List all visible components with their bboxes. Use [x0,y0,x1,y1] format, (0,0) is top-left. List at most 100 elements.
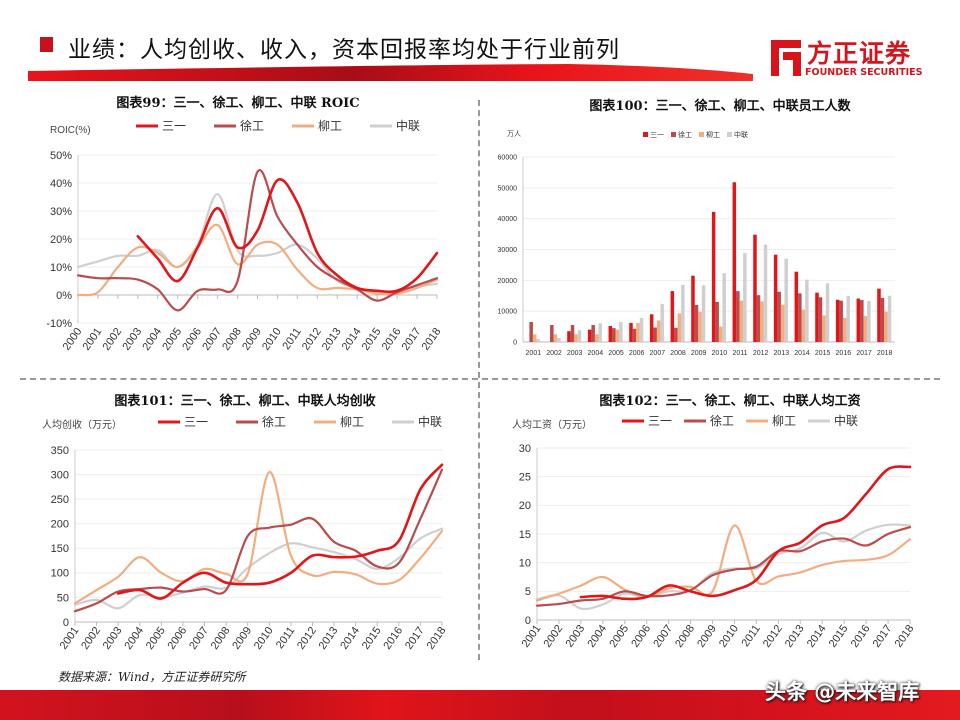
y-tick-label: 0 [525,615,531,627]
y-tick-label: 200 [51,519,69,531]
bar-中联-2001 [536,338,540,342]
legend-swatch [643,132,648,137]
x-tick-label: 2016 [381,625,405,652]
bar-柳工-2015 [822,315,826,342]
bar-徐工-2012 [756,295,761,342]
logo-cn-text: 方正证券 [807,39,912,68]
series-line-中联 [535,523,912,611]
y-tick-label: 10000 [498,309,518,316]
x-tick-label: 2002 [542,623,566,650]
bar-中联-2017 [867,300,871,342]
bar-柳工-2007 [656,320,661,342]
y-tick-label: 0 [513,339,517,346]
x-tick-label: 2012 [753,350,769,357]
x-tick-label: 2003 [101,625,125,652]
x-tick-label: 2017 [400,326,424,353]
bar-柳工-2002 [553,334,558,342]
bar-中联-2014 [805,279,809,342]
x-tick-label: 2012 [295,625,319,652]
vertical-divider [478,100,480,660]
x-tick-label: 2004 [122,625,146,652]
bar-徐工-2007 [653,327,657,342]
legend-label: 三一 [648,414,672,428]
bar-三一-2005 [608,325,613,342]
bar-柳工-2012 [760,301,764,342]
bar-徐工-2014 [798,293,802,342]
bar-三一-2009 [691,275,695,342]
bar-三一-2013 [773,254,778,342]
x-tick-label: 2001 [58,625,82,652]
series-line-徐工 [76,169,439,312]
legend-label: 柳工 [706,130,720,139]
x-tick-label: 2009 [240,326,264,353]
x-tick-label: 2017 [856,350,872,357]
x-tick-label: 2001 [81,326,105,353]
bar-徐工-2004 [591,325,595,342]
bar-三一-2010 [711,211,716,342]
x-tick-label: 2010 [260,326,284,353]
bar-三一-2018 [877,288,881,342]
y-tick-label: 300 [51,469,69,481]
legend-swatch [699,132,704,137]
x-tick-label: 2011 [732,350,747,357]
bar-徐工-2009 [694,305,699,342]
y-tick-label: 20 [519,500,531,512]
bar-徐工-2002 [550,325,554,342]
bar-柳工-2009 [698,311,702,342]
chart-2: 0501001502002503003502001200220032004200… [42,414,448,652]
x-tick-label: 2008 [220,326,244,353]
bar-徐工-2006 [632,328,637,342]
chart100-title: 图表100：三一、徐工、柳工、中联员工人数 [589,99,851,114]
bar-徐工-2008 [674,327,678,342]
x-tick-label: 2007 [651,623,675,650]
bar-柳工-2005 [615,329,620,342]
bar-中联-2018 [887,295,892,342]
bar-三一-2012 [753,234,757,342]
y-tick-label: 20% [50,234,72,246]
x-tick-label: 2001 [526,350,542,357]
y-tick-label: 30000 [498,247,518,254]
bar-中联-2010 [722,273,726,342]
x-tick-label: 2011 [280,326,303,352]
bar-柳工-2013 [780,304,785,342]
y-tick-label: 50000 [498,185,518,192]
x-tick-label: 2017 [403,625,427,652]
x-tick-label: 2013 [317,625,341,652]
x-tick-label: 2015 [360,326,384,353]
bar-三一-2016 [835,299,840,342]
x-tick-label: 2012 [761,623,785,650]
bar-柳工-2001 [532,334,537,342]
bar-中联-2004 [598,323,602,342]
bar-徐工-2005 [612,328,616,342]
series-line-中联 [73,527,444,610]
x-tick-label: 2014 [805,623,829,650]
x-tick-label: 2004 [588,350,604,357]
x-tick-label: 2003 [563,623,587,650]
x-tick-label: 2008 [670,350,686,357]
bar-三一-2015 [815,292,819,342]
legend-label: 中联 [418,414,442,429]
bar-三一-2008 [670,291,675,342]
y-tick-label: 40% [50,178,72,190]
bar-徐工-2013 [777,291,781,342]
x-tick-label: 2002 [79,625,103,652]
x-tick-label: 2016 [380,326,404,353]
bar-徐工-2015 [818,297,823,342]
bar-中联-2008 [681,284,685,342]
x-tick-label: 2014 [794,350,810,357]
x-tick-label: 2010 [712,350,728,357]
y-axis-label: 人均工资（万元） [512,419,592,431]
bar-中联-2011 [743,252,747,342]
chart-1: 0 10000 20000 30000 40000 50000 60000 2001 2002 2… [498,130,895,357]
x-tick-label: 2015 [360,625,384,652]
y-tick-label: -10% [46,318,72,330]
bar-柳工-2017 [863,316,868,342]
page-title: 业绩：人均创收、收入，资本回报率均处于行业前列 [68,37,620,63]
logo-mark-icon [771,40,801,76]
bar-柳工-2014 [801,309,806,342]
x-tick-label: 2006 [629,623,653,650]
y-tick-label: 150 [51,543,69,555]
bar-中联-2009 [701,285,706,342]
bar-三一-2014 [794,271,799,342]
x-tick-label: 2002 [546,350,562,357]
